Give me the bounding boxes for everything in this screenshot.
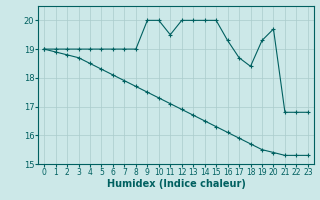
X-axis label: Humidex (Indice chaleur): Humidex (Indice chaleur) [107,179,245,189]
